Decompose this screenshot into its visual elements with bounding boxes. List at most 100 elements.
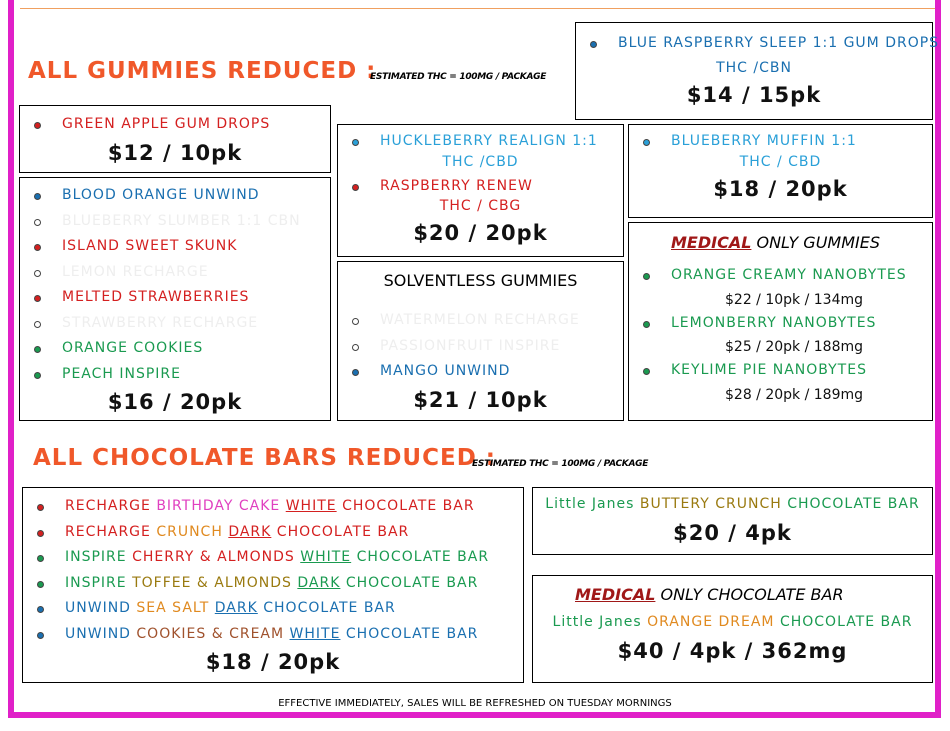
text: PASSIONFRUIT INSPIRE — [380, 337, 561, 354]
card: GREEN APPLE GUM DROPS $12 / 10pk — [19, 105, 331, 173]
item-detail: $25 / 20pk / 188mg — [725, 339, 864, 355]
text: TOFFEE & ALMONDS — [132, 574, 298, 591]
card: BLUEBERRY MUFFIN 1:1 THC / CBD $18 / 20p… — [628, 124, 933, 218]
note: ESTIMATED THC = 100MG / PACKAGE — [472, 459, 649, 469]
item: MANGO UNWIND — [338, 359, 623, 385]
price: $14 / 15pk — [686, 82, 822, 107]
text: ONLY CHOCOLATE BAR — [655, 585, 844, 604]
text: SEA SALT — [136, 600, 215, 616]
footer: EFFECTIVE IMMEDIATELY, SALES WILL BE REF… — [278, 698, 672, 709]
text: UNWIND — [65, 600, 137, 616]
item: LEMON RECHARGE — [20, 260, 330, 286]
text: CHOCOLATE BAR — [351, 549, 490, 565]
text: WHITE — [300, 549, 352, 565]
text: BIRTHDAY CAKE — [156, 498, 286, 514]
text: BLUE RASPBERRY SLEEP 1:1 GUM DROPS — [618, 35, 940, 51]
card-title: SOLVENTLESS GUMMIES — [383, 271, 578, 290]
text: CHERRY & ALMONDS — [132, 549, 301, 565]
item: ISLAND SWEET SKUNK — [20, 234, 330, 260]
text: Little Janes — [545, 496, 640, 512]
text: ISLAND SWEET SKUNK — [62, 238, 238, 254]
text: MEDICAL — [575, 585, 656, 604]
text: BLOOD ORANGE UNWIND — [62, 187, 260, 203]
item: GREEN APPLE GUM DROPS — [20, 112, 330, 138]
text: MEDICAL — [671, 233, 752, 252]
item-detail: THC / CBG — [439, 198, 522, 214]
item: BLUEBERRY MUFFIN 1:1 — [629, 129, 932, 155]
text: MANGO UNWIND — [380, 363, 511, 379]
text: KEYLIME PIE NANOBYTES — [671, 362, 867, 378]
text: CHOCOLATE BAR — [340, 574, 479, 591]
text: DARK — [214, 600, 258, 616]
item-detail: $28 / 20pk / 189mg — [725, 386, 864, 403]
frame — [8, 0, 941, 718]
item: WATERMELON RECHARGE — [338, 308, 623, 334]
text: GREEN APPLE GUM DROPS — [62, 116, 271, 132]
text: WATERMELON RECHARGE — [380, 312, 580, 328]
text: ORANGE DREAM — [647, 614, 780, 630]
text: BUTTERY CRUNCH — [639, 496, 788, 512]
text: RECHARGE — [65, 498, 157, 514]
card: MEDICAL ONLY GUMMIES ORANGE CREAMY NANOB… — [628, 222, 933, 421]
item: RASPBERRY RENEW — [338, 174, 623, 200]
text: STRAWBERRY RECHARGE — [62, 314, 259, 331]
text: Little Janes — [552, 614, 648, 630]
text: WHITE — [285, 498, 337, 514]
card: HUCKLEBERRY REALIGN 1:1 THC /CBD RASPBER… — [337, 124, 624, 257]
item: Little Janes BUTTERY CRUNCH CHOCOLATE BA… — [533, 490, 932, 518]
price: $12 / 10pk — [107, 140, 243, 165]
card: RECHARGE BIRTHDAY CAKE WHITE CHOCOLATE B… — [22, 487, 524, 683]
text: ORANGE COOKIES — [62, 340, 204, 356]
item: ORANGE COOKIES — [20, 336, 330, 362]
text: INSPIRE — [65, 574, 133, 591]
item: BLUEBERRY SLUMBER 1:1 CBN — [20, 209, 330, 235]
card: Little Janes BUTTERY CRUNCH CHOCOLATE BA… — [532, 487, 933, 555]
text: BLUEBERRY MUFFIN 1:1 — [671, 133, 857, 149]
text: LEMON RECHARGE — [62, 263, 209, 280]
text: RECHARGE — [65, 523, 157, 540]
text: MELTED STRAWBERRIES — [62, 289, 250, 305]
item: STRAWBERRY RECHARGE — [20, 311, 330, 337]
text: UNWIND — [65, 625, 137, 642]
price: $16 / 20pk — [107, 390, 243, 414]
item-detail: THC /CBN — [716, 59, 792, 76]
item: UNWIND SEA SALT DARK CHOCOLATE BAR — [23, 596, 523, 622]
text: WHITE — [289, 625, 341, 642]
text: CHOCOLATE BAR — [257, 600, 396, 616]
item: RECHARGE BIRTHDAY CAKE WHITE CHOCOLATE B… — [23, 494, 523, 520]
item: MELTED STRAWBERRIES — [20, 285, 330, 311]
text: CHOCOLATE BAR — [779, 614, 913, 630]
item-detail: THC /CBD — [442, 153, 519, 170]
price: $18 / 20pk — [205, 650, 341, 674]
price: $20 / 20pk — [413, 221, 548, 245]
divider — [20, 8, 935, 9]
section-title: ALL GUMMIES REDUCED : — [28, 58, 377, 84]
text: INSPIRE — [65, 549, 133, 565]
price: $40 / 4pk / 362mg — [617, 639, 848, 663]
note: ESTIMATED THC = 100MG / PACKAGE — [370, 72, 547, 82]
item: UNWIND COOKIES & CREAM WHITE CHOCOLATE B… — [23, 622, 523, 648]
item: BLOOD ORANGE UNWIND — [20, 183, 330, 209]
card: MEDICAL ONLY CHOCOLATE BAR Little Janes … — [532, 575, 933, 683]
section-title: ALL CHOCOLATE BARS REDUCED : — [33, 445, 497, 471]
item: INSPIRE TOFFEE & ALMONDS DARK CHOCOLATE … — [23, 571, 523, 597]
text: DARK — [297, 574, 341, 591]
card-title: MEDICAL ONLY GUMMIES — [629, 231, 932, 255]
text: RASPBERRY RENEW — [380, 177, 533, 194]
item: ORANGE CREAMY NANOBYTES — [629, 263, 932, 289]
card-title: MEDICAL ONLY CHOCOLATE BAR — [533, 582, 932, 608]
text: ONLY GUMMIES — [751, 233, 880, 252]
price: $21 / 10pk — [413, 387, 548, 412]
text: PEACH INSPIRE — [62, 365, 182, 382]
text: CHOCOLATE BAR — [271, 523, 410, 540]
text: ORANGE CREAMY NANOBYTES — [671, 267, 907, 283]
item: RECHARGE CRUNCH DARK CHOCOLATE BAR — [23, 520, 523, 546]
item: KEYLIME PIE NANOBYTES — [629, 358, 932, 384]
item: BLUE RASPBERRY SLEEP 1:1 GUM DROPS — [576, 31, 938, 57]
item: LEMONBERRY NANOBYTES — [629, 311, 932, 337]
card: BLUE RASPBERRY SLEEP 1:1 GUM DROPS THC /… — [575, 22, 938, 120]
text: CHOCOLATE BAR — [336, 498, 475, 514]
text: COOKIES & CREAM — [136, 625, 290, 642]
text: LEMONBERRY NANOBYTES — [671, 314, 877, 331]
